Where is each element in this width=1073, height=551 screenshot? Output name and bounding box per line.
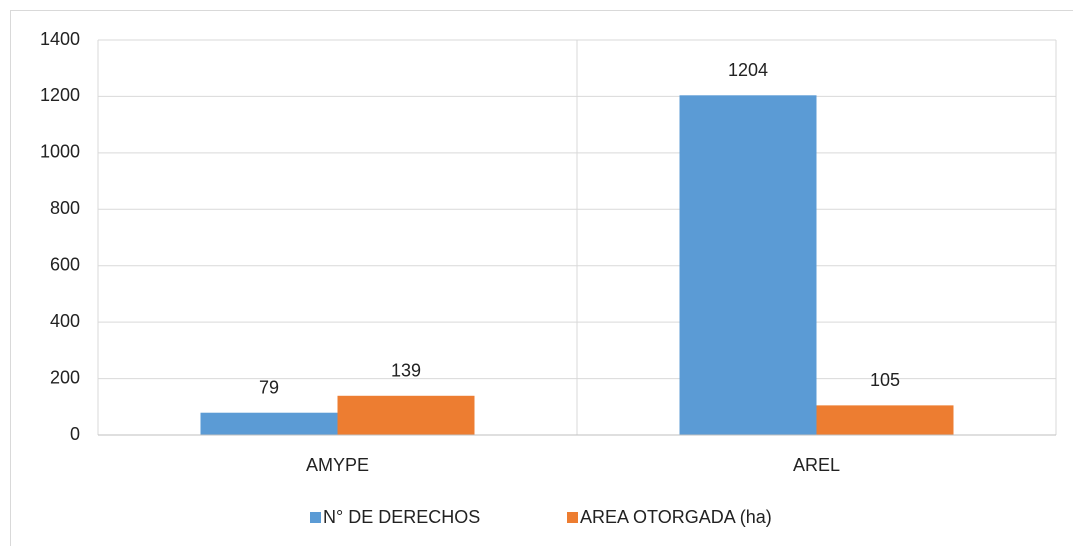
y-tick-label: 1200 bbox=[40, 85, 80, 105]
x-tick-label: AREL bbox=[793, 455, 840, 475]
bar bbox=[680, 95, 817, 435]
y-tick-label: 600 bbox=[50, 254, 80, 274]
y-tick-label: 200 bbox=[50, 367, 80, 387]
data-label: 139 bbox=[391, 361, 421, 381]
legend-swatch bbox=[567, 512, 578, 523]
data-label: 105 bbox=[870, 370, 900, 390]
x-tick-label: AMYPE bbox=[306, 455, 369, 475]
y-tick-label: 0 bbox=[70, 424, 80, 444]
y-tick-label: 1400 bbox=[40, 29, 80, 49]
data-label: 79 bbox=[259, 377, 279, 397]
bar bbox=[201, 413, 338, 435]
bar bbox=[338, 396, 475, 435]
bar bbox=[817, 405, 954, 435]
y-tick-label: 400 bbox=[50, 311, 80, 331]
data-label: 1204 bbox=[728, 60, 768, 80]
y-tick-label: 800 bbox=[50, 198, 80, 218]
y-tick-label: 1000 bbox=[40, 142, 80, 162]
legend-label: N° DE DERECHOS bbox=[323, 507, 480, 527]
chart-frame bbox=[11, 11, 1073, 547]
legend-label: AREA OTORGADA (ha) bbox=[580, 507, 772, 527]
legend-swatch bbox=[310, 512, 321, 523]
